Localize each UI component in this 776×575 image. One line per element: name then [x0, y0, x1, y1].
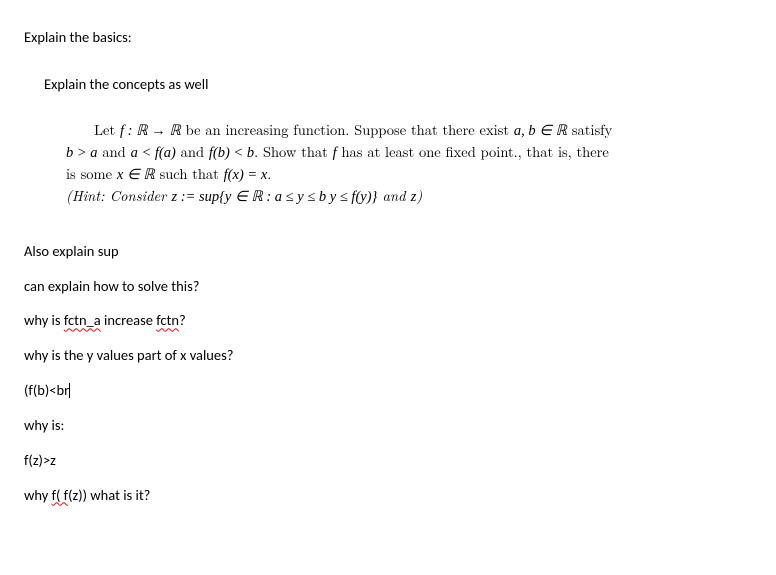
- math-fxeqx: f(x) = x: [224, 167, 268, 183]
- problem-text: such that: [155, 164, 224, 184]
- heading-line-1: Explain the basics:: [24, 28, 752, 47]
- question-text: increase: [101, 311, 157, 329]
- question-line: can explain how to solve this?: [24, 277, 752, 296]
- math-ab: a, b ∈ ℝ: [514, 123, 567, 139]
- math-xinr: x ∈ ℝ: [117, 167, 155, 183]
- problem-text: and: [176, 142, 209, 162]
- question-text: why: [24, 486, 52, 504]
- question-line: why is the y values part of x values?: [24, 346, 752, 365]
- math-altfa: a < f(a): [131, 145, 176, 161]
- document-page: Explain the basics: Explain the concepts…: [0, 0, 776, 541]
- question-text: ?: [179, 311, 186, 329]
- problem-line-2: b > a and a < f(a) and f(b) < b. Show th…: [66, 142, 722, 164]
- spellcheck-word: f( f: [52, 486, 69, 504]
- problem-text: is some: [66, 164, 117, 184]
- problem-line-1: Let f : ℝ → ℝ be an increasing function.…: [66, 120, 722, 142]
- question-line: why f( f(z)) what is it?: [24, 486, 752, 505]
- problem-statement: Let f : ℝ → ℝ be an increasing function.…: [66, 120, 722, 208]
- math-supdef: z := sup{y ∈ ℝ : a ≤ y ≤ b y ≤ f(y)}: [171, 189, 377, 205]
- math-fbltb: f(b) < b: [209, 145, 254, 161]
- hint-text: (Hint: Consider: [66, 186, 171, 206]
- question-line: f(z)>z: [24, 451, 752, 470]
- question-text: why is: [24, 311, 64, 329]
- question-text: (f(b)<br: [24, 381, 69, 399]
- heading-line-2: Explain the concepts as well: [44, 75, 752, 94]
- question-line-with-cursor[interactable]: (f(b)<br: [24, 381, 752, 400]
- problem-text: Let: [94, 120, 120, 140]
- spellcheck-word: fctn_a: [64, 311, 101, 329]
- problem-text: be an increasing function. Suppose that …: [181, 120, 514, 140]
- question-line: Also explain sup: [24, 242, 752, 261]
- question-line: why is:: [24, 416, 752, 435]
- math-fdef: f : ℝ → ℝ: [120, 123, 181, 139]
- problem-hint: (Hint: Consider z := sup{y ∈ ℝ : a ≤ y ≤…: [66, 186, 722, 208]
- text-cursor: [69, 383, 70, 398]
- hint-text: ): [416, 186, 422, 206]
- problem-text: . Show that: [254, 142, 333, 162]
- problem-text: .: [267, 164, 271, 184]
- problem-text: satisfy: [567, 120, 612, 140]
- problem-text: and: [98, 142, 131, 162]
- hint-text: and: [377, 186, 410, 206]
- problem-text: has at least one fixed point., that is, …: [337, 142, 609, 162]
- math-bgta: b > a: [66, 145, 98, 161]
- problem-line-3: is some x ∈ ℝ such that f(x) = x.: [66, 164, 722, 186]
- question-text: (z)) what is it?: [68, 486, 150, 504]
- spellcheck-word: fctn: [156, 311, 179, 329]
- question-line: why is fctn_a increase fctn?: [24, 311, 752, 330]
